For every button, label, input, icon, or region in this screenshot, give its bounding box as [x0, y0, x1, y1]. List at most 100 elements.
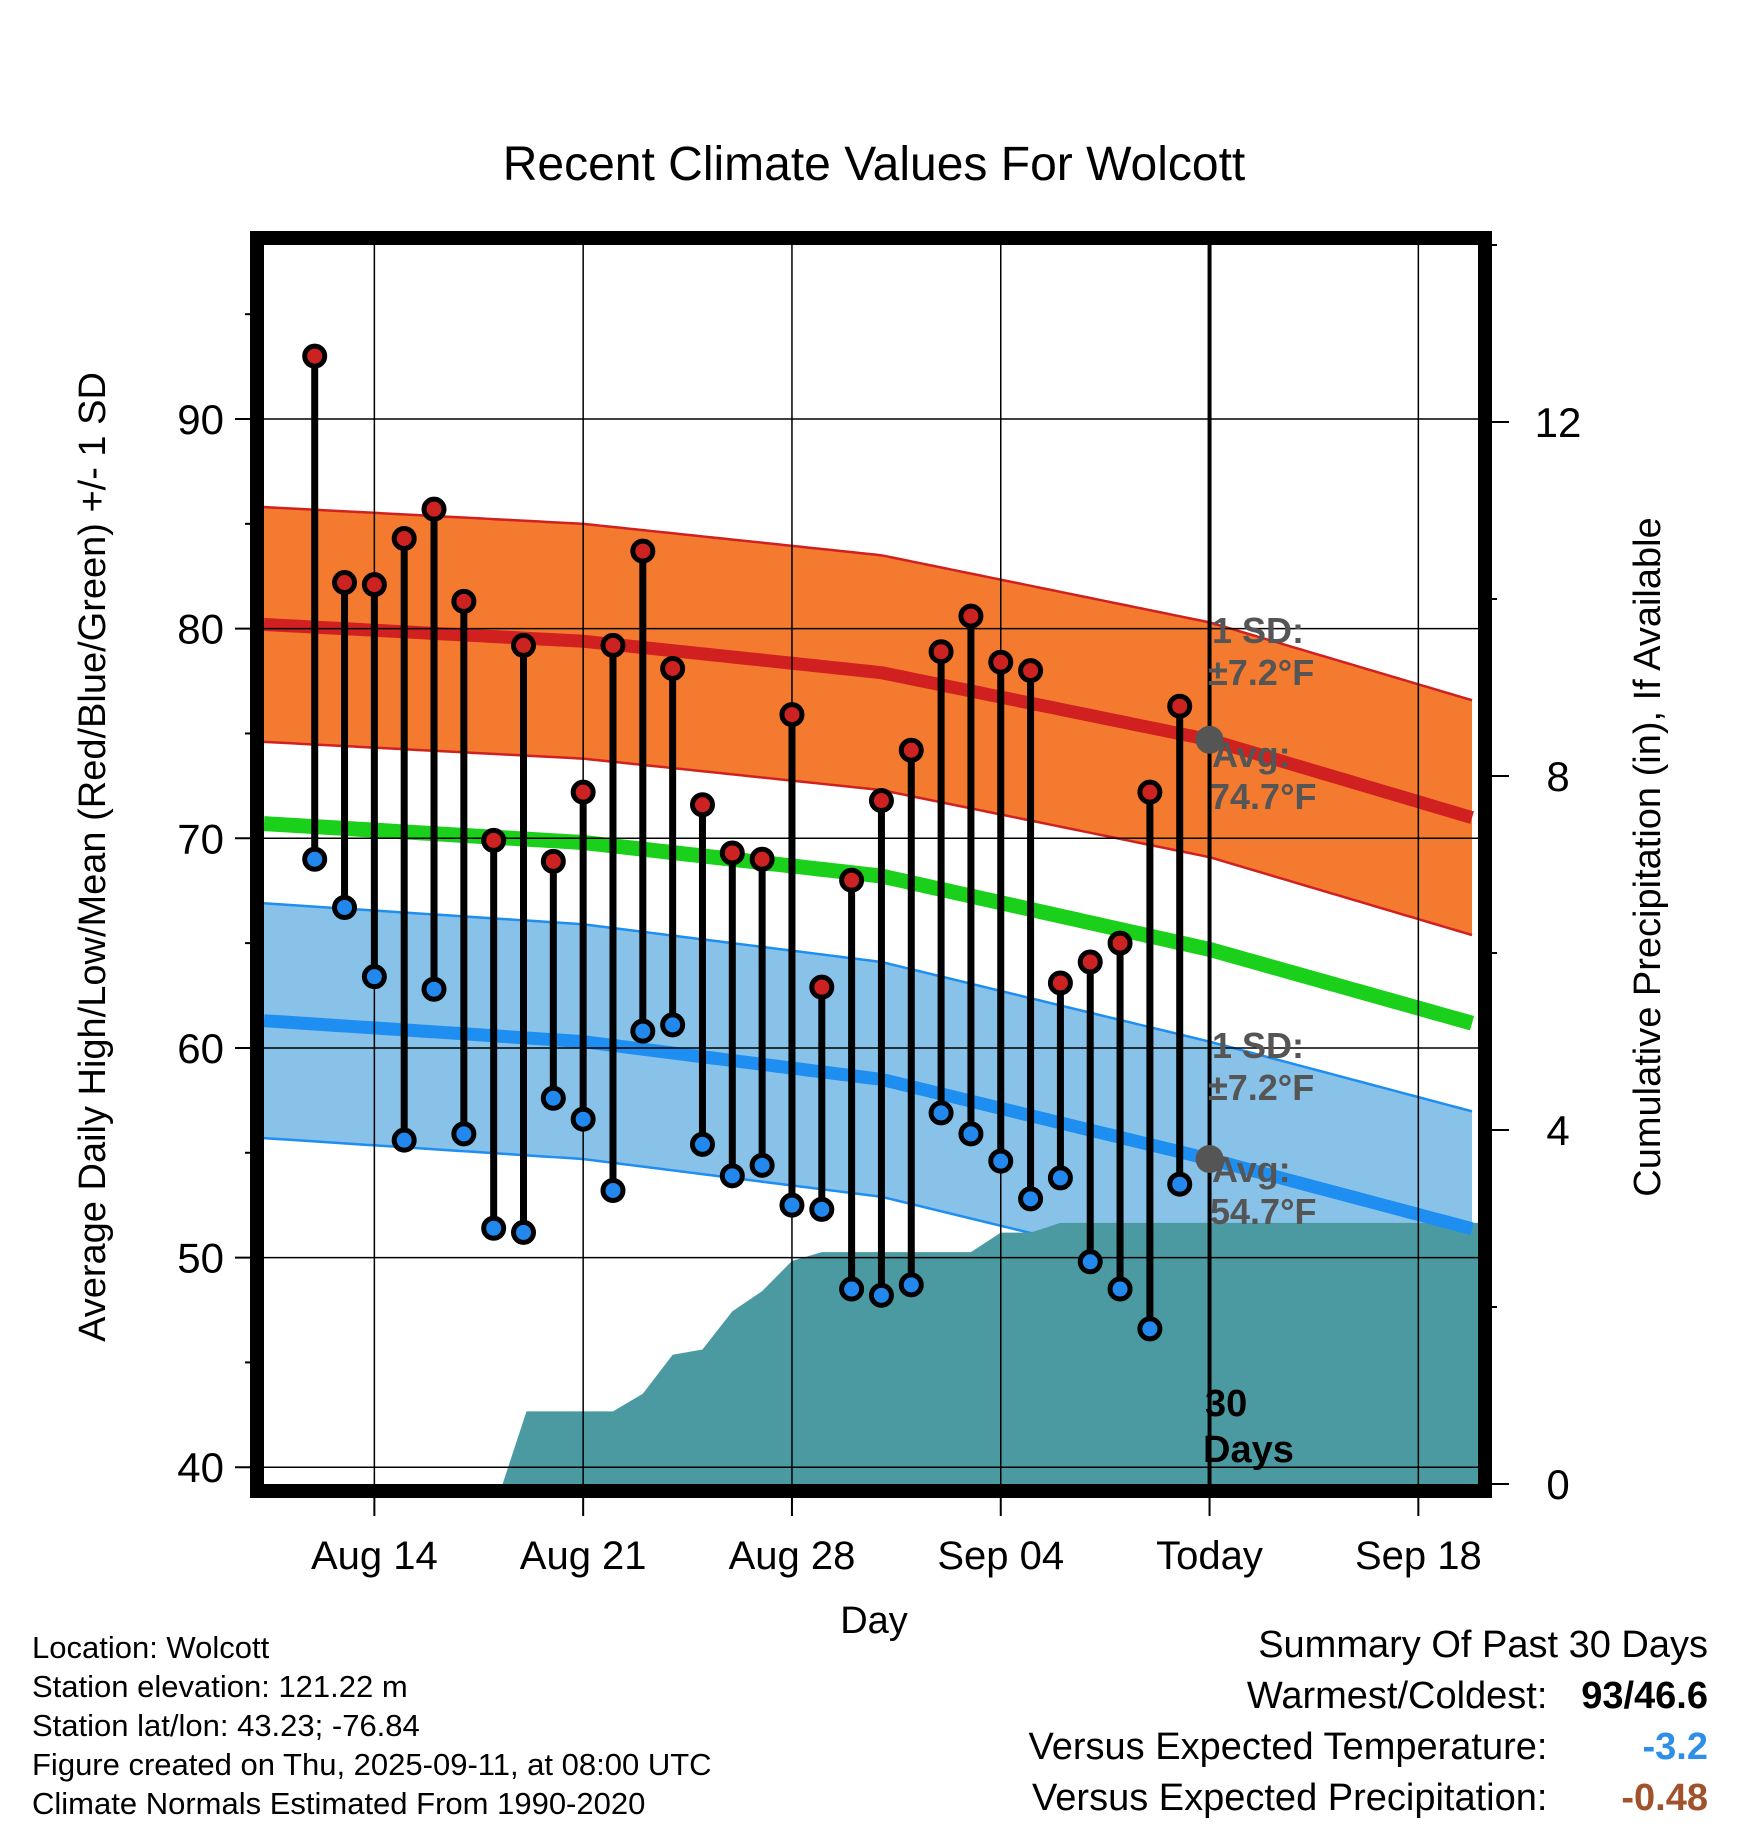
y-left-tick-label: 50 [177, 1235, 224, 1282]
low-point [1167, 1171, 1193, 1197]
normal-high-today-marker [1195, 725, 1224, 754]
low-point [302, 846, 328, 872]
low-point [868, 1282, 894, 1308]
low-point [511, 1219, 537, 1245]
location-text: Location: Wolcott [32, 1630, 270, 1665]
high-point [898, 737, 924, 763]
days-word-label: Days [1203, 1429, 1294, 1471]
x-tick-label: Aug 14 [311, 1534, 438, 1578]
high-point [302, 343, 328, 369]
high-point [839, 867, 865, 893]
y-left-tick-label: 60 [177, 1025, 224, 1072]
y-axis-right-label: Cumulative Precipitation (in), If Availa… [1627, 517, 1669, 1196]
high-point [1077, 949, 1103, 975]
x-tick-label: Today [1156, 1534, 1263, 1578]
low-normal-annotation: 1 SD: ±7.2°F Avg: 54.7°F [1208, 1025, 1316, 1232]
y-left-tick-label: 70 [177, 815, 224, 862]
high-point [391, 526, 417, 552]
low-point [809, 1196, 835, 1222]
y-right-tick-label: 12 [1535, 399, 1582, 446]
high-point [630, 538, 656, 564]
precip-anomaly-value: -0.48 [1621, 1777, 1708, 1819]
low-avg-value: 54.7°F [1210, 1191, 1316, 1232]
high-sd-band [264, 507, 1473, 936]
precipitation-area [502, 1222, 1478, 1484]
x-tick-label: Aug 28 [729, 1534, 856, 1578]
temp-anomaly-row: Versus Expected Temperature: -3.2 [1029, 1722, 1708, 1773]
low-point [1077, 1249, 1103, 1275]
normals-text: Climate Normals Estimated From 1990-2020 [32, 1786, 646, 1821]
x-tick-label: Sep 04 [937, 1534, 1064, 1578]
high-point [719, 840, 745, 866]
low-point [481, 1215, 507, 1241]
high-point [749, 846, 775, 872]
low-point [660, 1012, 686, 1038]
low-avg-label: Avg: [1212, 1149, 1291, 1190]
low-sd-value: ±7.2°F [1208, 1067, 1314, 1108]
y-left-tick-label: 90 [177, 396, 224, 443]
latlon-text: Station lat/lon: 43.23; -76.84 [32, 1708, 420, 1743]
low-point [630, 1018, 656, 1044]
high-point [570, 779, 596, 805]
chart-title: Recent Climate Values For Wolcott [503, 138, 1246, 191]
warm-cold-label: Warmest/Coldest: [1246, 1675, 1548, 1717]
temp-anomaly-value: -3.2 [1642, 1726, 1708, 1768]
low-point [779, 1192, 805, 1218]
plot-content [264, 245, 1478, 1484]
high-point [779, 702, 805, 728]
warm-cold-value: 93/46.6 [1558, 1671, 1708, 1722]
plot-area [264, 245, 1478, 1484]
warmest-value: 93 [1581, 1675, 1624, 1717]
high-point [600, 632, 626, 658]
y-right-tick-label: 0 [1546, 1461, 1569, 1508]
y-left-tick-label: 80 [177, 606, 224, 653]
high-sd-band-upper-edge [264, 505, 1473, 702]
y-right-tick-label: 8 [1546, 753, 1569, 800]
high-avg-label: Avg: [1212, 734, 1291, 775]
low-point [749, 1152, 775, 1178]
low-point [719, 1163, 745, 1189]
x-tick-label: Sep 18 [1355, 1534, 1482, 1578]
high-point [1137, 779, 1163, 805]
high-point [451, 588, 477, 614]
high-point [332, 570, 358, 596]
high-point [421, 496, 447, 522]
high-point [511, 632, 537, 658]
high-point [361, 572, 387, 598]
high-point [1107, 930, 1133, 956]
normal-low-today-marker [1195, 1145, 1224, 1174]
high-sd-value: ±7.2°F [1208, 652, 1314, 693]
station-info: Location: Wolcott Station elevation: 121… [32, 1628, 712, 1823]
axes: 40 50 60 70 80 90 0 4 8 12 Aug 14 Aug 21 Aug 28 Sep 0… [177, 231, 1582, 1578]
low-point [689, 1131, 715, 1157]
days-count-label: 30 [1205, 1383, 1247, 1425]
low-point [332, 894, 358, 920]
plot-frame [250, 231, 1492, 1498]
x-axis-label: Day [840, 1600, 908, 1642]
low-point [928, 1100, 954, 1126]
low-point [391, 1127, 417, 1153]
low-point [540, 1085, 566, 1111]
low-point [839, 1276, 865, 1302]
y-axis-left-label: Average Daily High/Low/Mean (Red/Blue/Gr… [72, 372, 114, 1342]
high-point [481, 827, 507, 853]
low-point [1047, 1165, 1073, 1191]
precip-anomaly-row: Versus Expected Precipitation: -0.48 [1029, 1773, 1708, 1824]
summary-panel: Summary Of Past 30 Days Warmest/Coldest:… [1029, 1620, 1708, 1824]
low-point [421, 976, 447, 1002]
low-point [451, 1121, 477, 1147]
high-point [868, 788, 894, 814]
low-sd-label: 1 SD: [1212, 1025, 1304, 1066]
high-point [809, 974, 835, 1000]
high-point [1167, 693, 1193, 719]
high-point [540, 848, 566, 874]
low-point [898, 1272, 924, 1298]
low-point [600, 1177, 626, 1203]
temp-anomaly-label: Versus Expected Temperature: [1028, 1726, 1548, 1768]
high-point [928, 639, 954, 665]
high-point [1047, 970, 1073, 996]
low-point [1107, 1276, 1133, 1302]
y-right-tick-label: 4 [1546, 1107, 1569, 1154]
low-point [1137, 1316, 1163, 1342]
